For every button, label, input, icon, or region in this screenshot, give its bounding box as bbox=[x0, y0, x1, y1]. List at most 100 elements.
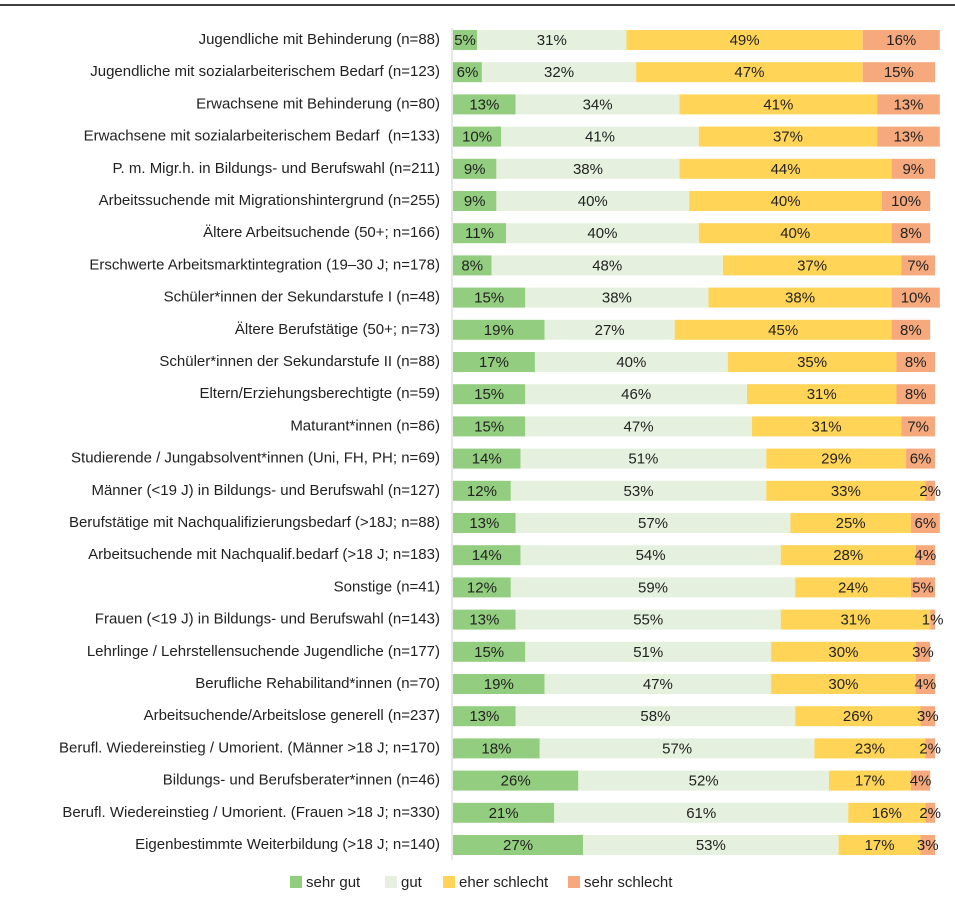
bar-segment bbox=[722, 255, 902, 276]
legend-label: gut bbox=[401, 874, 423, 891]
bar-segment bbox=[915, 674, 935, 694]
data-label: 49% bbox=[730, 32, 760, 49]
bar-segment bbox=[862, 62, 935, 83]
legend-swatch bbox=[385, 876, 397, 888]
bar-segment bbox=[689, 191, 882, 211]
legend-swatch bbox=[290, 876, 302, 888]
bar-segment bbox=[539, 738, 815, 759]
y-tick-label: Männer (<19 J) in Bildungs- und Berufswa… bbox=[91, 482, 440, 499]
data-label: 17% bbox=[855, 773, 885, 790]
bar-segment bbox=[891, 158, 935, 179]
y-tick-label: Ältere Berufstätige (50+; n=73) bbox=[235, 321, 440, 338]
data-label: 40% bbox=[578, 193, 608, 210]
data-label: 31% bbox=[812, 418, 842, 435]
bar-segment bbox=[453, 287, 526, 308]
bar-segment bbox=[877, 126, 940, 147]
data-label: 57% bbox=[662, 740, 692, 757]
data-label: 14% bbox=[472, 547, 502, 564]
bar-segment bbox=[780, 609, 931, 630]
bar-segment bbox=[906, 448, 935, 469]
bar-segment bbox=[708, 287, 892, 308]
data-label: 51% bbox=[628, 451, 658, 468]
data-label: 4% bbox=[915, 547, 937, 564]
y-tick-label: Jugendliche mit Behinderung (n=88) bbox=[199, 31, 440, 48]
bar-segment bbox=[780, 545, 916, 566]
y-tick-label: Berufl. Wiedereinstieg / Umorient. (Männ… bbox=[59, 739, 440, 756]
y-tick-label: Schüler*innen der Sekundarstufe I (n=48) bbox=[164, 289, 440, 306]
data-label: 24% bbox=[838, 579, 868, 596]
bar-segment bbox=[453, 770, 579, 791]
bar-segment bbox=[453, 577, 511, 598]
y-tick-label: Schüler*innen der Sekundarstufe II (n=88… bbox=[159, 353, 440, 370]
y-tick-label: P. m. Migr.h. in Bildungs- und Berufswah… bbox=[112, 160, 440, 177]
bar-segment bbox=[771, 641, 916, 662]
data-label: 15% bbox=[474, 386, 504, 403]
data-label: 2% bbox=[919, 740, 941, 757]
bar-segment bbox=[453, 674, 545, 694]
bar-segment bbox=[525, 641, 772, 662]
y-tick-label: Arbeitsuchende mit Nachqualif.bedarf (>1… bbox=[88, 546, 440, 563]
data-label: 57% bbox=[638, 515, 668, 532]
data-label: 54% bbox=[636, 547, 666, 564]
data-label: 26% bbox=[843, 708, 873, 725]
legend-label: sehr gut bbox=[306, 874, 361, 891]
data-label: 38% bbox=[573, 161, 603, 178]
data-label: 47% bbox=[643, 676, 673, 693]
data-label: 59% bbox=[638, 579, 668, 596]
y-tick-label: Eltern/Erziehungsberechtigte (n=59) bbox=[199, 385, 440, 402]
data-label: 10% bbox=[901, 290, 931, 307]
data-label: 47% bbox=[734, 64, 764, 81]
data-label: 31% bbox=[840, 612, 870, 629]
data-label: 3% bbox=[912, 644, 934, 661]
bar-segment bbox=[674, 319, 892, 340]
data-label: 29% bbox=[821, 451, 851, 468]
bar-segment bbox=[453, 126, 502, 147]
bar-segment bbox=[881, 191, 931, 211]
data-label: 45% bbox=[768, 322, 798, 339]
bar-segment bbox=[515, 706, 796, 727]
data-label: 37% bbox=[797, 257, 827, 274]
bar-segment bbox=[925, 738, 935, 759]
bar-segment bbox=[453, 191, 497, 211]
bar-segment bbox=[915, 545, 935, 566]
bar-segment bbox=[891, 319, 931, 340]
bar-segment bbox=[896, 384, 935, 405]
bar-segment bbox=[920, 706, 935, 727]
data-label: 2% bbox=[919, 483, 941, 500]
bar-segment bbox=[910, 577, 935, 598]
data-label: 28% bbox=[833, 547, 863, 564]
data-label: 40% bbox=[616, 354, 646, 371]
data-label: 23% bbox=[855, 740, 885, 757]
bar-segment bbox=[747, 384, 897, 405]
bar-segment bbox=[453, 480, 511, 501]
data-label: 15% bbox=[474, 290, 504, 307]
bar-segment bbox=[491, 255, 723, 276]
data-label: 9% bbox=[464, 193, 486, 210]
data-label: 4% bbox=[915, 676, 937, 693]
data-label: 30% bbox=[828, 644, 858, 661]
bar-segment bbox=[848, 802, 926, 823]
bar-segment bbox=[636, 62, 863, 83]
data-label: 6% bbox=[915, 515, 937, 532]
data-label: 5% bbox=[912, 579, 934, 596]
bar-segment bbox=[877, 94, 940, 115]
bar-segment bbox=[515, 609, 781, 630]
data-label: 13% bbox=[469, 708, 499, 725]
bar-segment bbox=[453, 641, 526, 662]
bar-segment bbox=[930, 609, 935, 630]
data-label: 15% bbox=[474, 418, 504, 435]
data-label: 7% bbox=[907, 257, 929, 274]
data-label: 18% bbox=[481, 740, 511, 757]
bar-segment bbox=[453, 384, 526, 405]
data-label: 15% bbox=[474, 644, 504, 661]
data-label: 27% bbox=[595, 322, 625, 339]
bar-segment bbox=[544, 674, 772, 694]
bar-segment bbox=[578, 770, 829, 791]
bar-segment bbox=[901, 255, 935, 276]
data-label: 1% bbox=[922, 612, 944, 629]
bar-segment bbox=[915, 641, 931, 662]
data-label: 3% bbox=[917, 708, 939, 725]
bar-segment bbox=[453, 30, 478, 50]
y-tick-label: Eigenbestimmte Weiterbildung (>18 J; n=1… bbox=[135, 836, 440, 853]
bar-segment bbox=[814, 738, 926, 759]
